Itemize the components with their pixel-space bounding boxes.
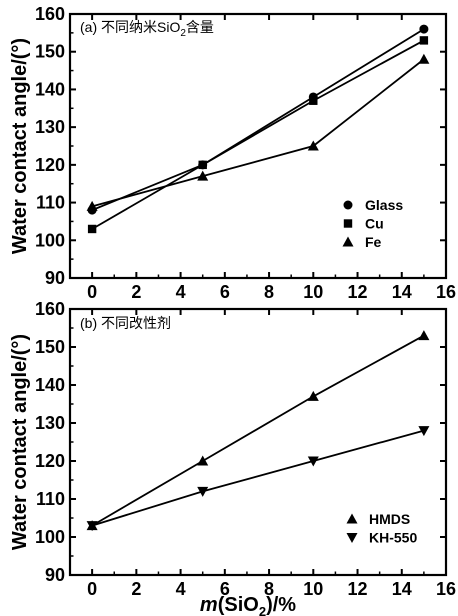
x-axis-title-suffix: )/% (266, 594, 296, 616)
y-tick-label: 130 (35, 413, 65, 433)
x-tick-label: 14 (392, 579, 412, 599)
y-tick-label: 120 (35, 155, 65, 175)
series-line (91, 429, 425, 527)
data-point (419, 36, 429, 45)
x-axis-title-subscript: 2 (259, 604, 266, 616)
data-point (197, 455, 209, 466)
x-tick-label: 4 (176, 579, 186, 599)
x-axis-title-main: (SiO (218, 594, 259, 616)
y-tick-label: 150 (35, 42, 65, 62)
legend-marker (346, 533, 358, 543)
y-axis-title: Water contact angle/(°) (9, 38, 31, 254)
x-tick-label: 16 (436, 579, 456, 599)
y-tick-label: 110 (36, 489, 65, 509)
x-tick-label: 12 (348, 579, 368, 599)
y-tick-label: 100 (35, 230, 65, 250)
x-tick-label: 12 (348, 282, 368, 302)
data-point (307, 140, 319, 151)
series-cu (87, 36, 429, 234)
y-tick-label: 140 (35, 79, 65, 99)
x-tick-label: 6 (220, 282, 230, 302)
data-point (419, 24, 429, 34)
y-tick-label: 100 (35, 527, 65, 547)
series-line (91, 58, 425, 208)
panel-title: (a) 不同纳米SiO2含量 (80, 19, 214, 39)
x-tick-label: 0 (87, 579, 97, 599)
x-axis-title: m(SiO2)/% (200, 594, 296, 616)
legend-marker (343, 200, 353, 210)
x-tick-label: 8 (264, 579, 274, 599)
data-point (197, 486, 209, 497)
x-axis-title-var: m (200, 594, 218, 616)
x-tick-label: 10 (303, 282, 323, 302)
panel-title-main: (b) 不同改性剂 (80, 315, 171, 331)
data-point (418, 330, 430, 341)
data-point (307, 456, 319, 467)
y-tick-label: 110 (36, 193, 65, 213)
x-tick-label: 10 (303, 579, 323, 599)
data-point (418, 53, 430, 64)
x-tick-label: 8 (264, 282, 274, 302)
y-tick-label: 90 (45, 565, 65, 585)
panel-title-suffix: 含量 (186, 19, 214, 35)
data-point (197, 170, 209, 181)
legend-label: Glass (365, 197, 403, 213)
y-tick-label: 160 (35, 299, 65, 319)
x-tick-label: 2 (131, 579, 141, 599)
y-tick-label: 140 (35, 375, 65, 395)
panel-title: (b) 不同改性剂 (80, 315, 171, 331)
data-point (307, 390, 319, 401)
legend-marker (343, 219, 353, 228)
legend-label: Cu (365, 216, 384, 232)
legend-label: Fe (365, 234, 382, 250)
data-point (86, 521, 98, 532)
x-tick-label: 4 (176, 282, 186, 302)
data-point (309, 96, 318, 105)
series-hmds (86, 330, 430, 531)
panel-title-main: (a) 不同纳米SiO (80, 19, 180, 35)
series-line (91, 28, 425, 211)
legend-label: KH-550 (369, 530, 417, 546)
series-kh-550 (86, 426, 430, 532)
data-point (418, 426, 430, 437)
chart-panel-b: 0 2 4 6 8 10 12 14 16 90 100 110 120 130 140 150 160Wate… (9, 299, 456, 616)
data-point (86, 200, 98, 211)
series-glass (87, 24, 429, 215)
series-line (91, 334, 425, 527)
series-fe (86, 53, 430, 211)
x-tick-label: 6 (220, 579, 230, 599)
panel-title-subscript: 2 (180, 28, 186, 39)
legend-marker (342, 236, 354, 247)
x-tick-label: 14 (392, 282, 412, 302)
y-tick-label: 160 (35, 4, 65, 24)
series-line (91, 39, 425, 230)
x-tick-label: 0 (87, 282, 97, 302)
x-tick-label: 2 (131, 282, 141, 302)
y-tick-label: 120 (35, 451, 65, 471)
x-tick-label: 16 (436, 282, 456, 302)
y-tick-label: 150 (35, 337, 65, 357)
y-axis-title: Water contact angle/(°) (9, 334, 31, 550)
data-point (198, 160, 207, 170)
legend-label: HMDS (369, 511, 410, 527)
plot-frame (68, 12, 448, 280)
legend-marker (346, 513, 358, 524)
y-tick-label: 130 (35, 117, 65, 137)
y-tick-label: 90 (45, 268, 65, 288)
data-point (87, 224, 97, 234)
chart-panel-a: 0 2 4 6 8 10 12 14 16 90 100 110 120 130 140 150 160Wate… (9, 4, 456, 302)
